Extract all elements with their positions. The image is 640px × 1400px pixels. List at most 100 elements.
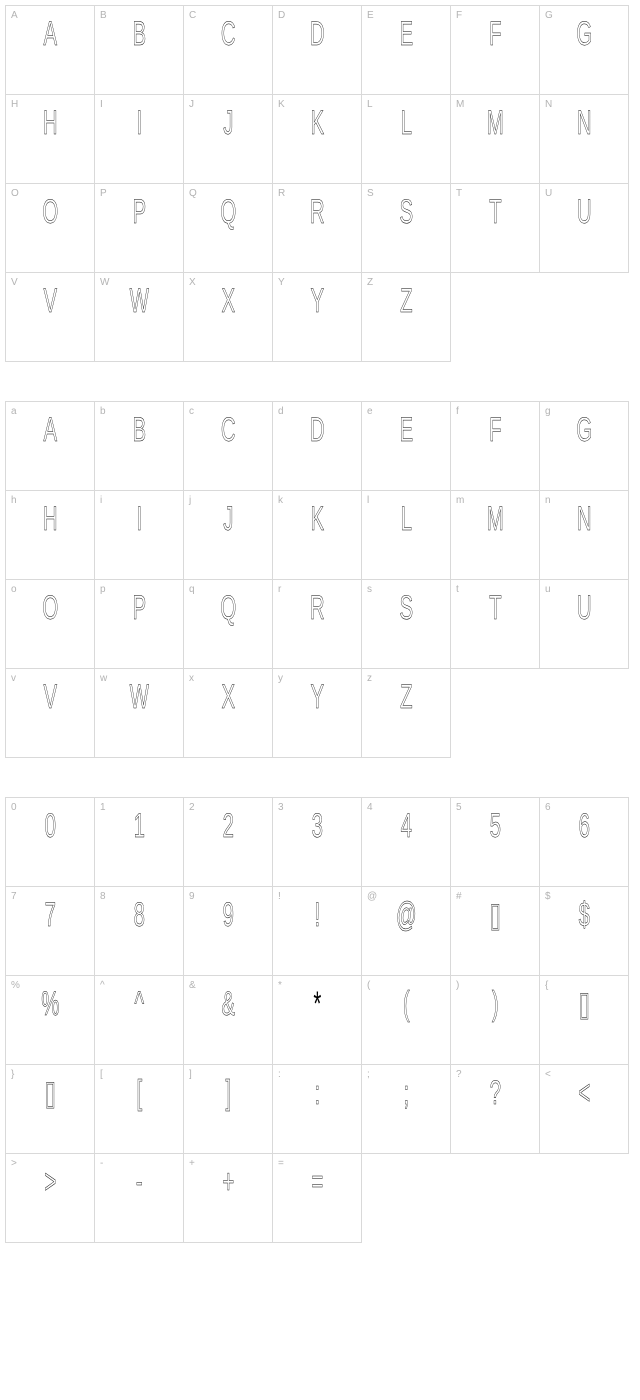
glyph-label: P <box>100 188 107 199</box>
glyph-label: p <box>100 584 106 595</box>
glyph-display: 8 <box>113 895 166 935</box>
glyph-display: 4 <box>380 806 433 846</box>
glyph-display: I <box>113 103 166 143</box>
glyph-label: i <box>100 495 102 506</box>
glyph-cell: == <box>272 1153 362 1243</box>
glyph-cell: bB <box>94 401 184 491</box>
glyph-cell: QQ <box>183 183 273 273</box>
glyph-cell: :: <box>272 1064 362 1154</box>
glyph-label: # <box>456 891 462 902</box>
glyph-label: q <box>189 584 195 595</box>
glyph-display: : <box>291 1073 344 1113</box>
glyph-display: A <box>24 410 77 450</box>
glyph-cell: $$ <box>539 886 629 976</box>
glyph-label: 9 <box>189 891 195 902</box>
glyph-label: N <box>545 99 552 110</box>
glyph-label: l <box>367 495 369 506</box>
glyph-cell: ** <box>272 975 362 1065</box>
glyph-display: R <box>291 588 344 628</box>
glyph-display: T <box>469 192 522 232</box>
glyph-cell: ++ <box>183 1153 273 1243</box>
glyph-cell: -- <box>94 1153 184 1243</box>
glyph-label: x <box>189 673 194 684</box>
glyph-label: X <box>189 277 196 288</box>
glyph-label: M <box>456 99 464 110</box>
glyph-label: U <box>545 188 552 199</box>
glyph-display: M <box>469 103 522 143</box>
glyph-label: J <box>189 99 194 110</box>
glyph-row: AABBCCDDEEFFGG <box>6 6 634 95</box>
glyph-display: F <box>469 410 522 450</box>
glyph-cell: 77 <box>5 886 95 976</box>
glyph-display: V <box>24 281 77 321</box>
glyph-label: ^ <box>100 980 105 991</box>
glyph-cell: SS <box>361 183 451 273</box>
glyph-cell: XX <box>183 272 273 362</box>
glyph-cell: #▯ <box>450 886 540 976</box>
glyph-cell: dD <box>272 401 362 491</box>
glyph-cell: aA <box>5 401 95 491</box>
glyph-label: y <box>278 673 283 684</box>
glyph-label: 3 <box>278 802 284 813</box>
glyph-label: > <box>11 1158 17 1169</box>
glyph-label: 5 <box>456 802 462 813</box>
glyph-display: E <box>380 410 433 450</box>
glyph-display: H <box>24 103 77 143</box>
glyph-cell: [[ <box>94 1064 184 1154</box>
glyph-cell: jJ <box>183 490 273 580</box>
glyph-display: * <box>291 984 344 1024</box>
glyph-cell: oO <box>5 579 95 669</box>
glyph-label: t <box>456 584 459 595</box>
glyph-display: B <box>113 410 166 450</box>
glyph-cell: ]] <box>183 1064 273 1154</box>
glyph-cell: vV <box>5 668 95 758</box>
glyph-cell: YY <box>272 272 362 362</box>
glyph-cell: >> <box>5 1153 95 1243</box>
glyph-display: 1 <box>113 806 166 846</box>
glyph-cell: iI <box>94 490 184 580</box>
glyph-cell: MM <box>450 94 540 184</box>
glyph-label: w <box>100 673 107 684</box>
glyph-cell: JJ <box>183 94 273 184</box>
glyph-display: N <box>558 499 611 539</box>
glyph-label: [ <box>100 1069 103 1080</box>
glyph-cell: pP <box>94 579 184 669</box>
glyph-label: < <box>545 1069 551 1080</box>
glyph-cell: HH <box>5 94 95 184</box>
glyph-display: M <box>469 499 522 539</box>
glyph-display: N <box>558 103 611 143</box>
glyph-cell: ^^ <box>94 975 184 1065</box>
glyph-cell: (( <box>361 975 451 1065</box>
glyph-label: + <box>189 1158 195 1169</box>
glyph-display: O <box>24 588 77 628</box>
glyph-cell: 99 <box>183 886 273 976</box>
glyph-label: ; <box>367 1069 370 1080</box>
glyph-cell: xX <box>183 668 273 758</box>
glyph-label: d <box>278 406 284 417</box>
glyph-cell: LL <box>361 94 451 184</box>
glyph-display: E <box>380 14 433 54</box>
glyph-cell: mM <box>450 490 540 580</box>
glyph-display: A <box>24 14 77 54</box>
glyph-display: K <box>291 103 344 143</box>
glyph-label: 4 <box>367 802 373 813</box>
glyph-display: - <box>113 1162 166 1202</box>
glyph-display: Z <box>380 281 433 321</box>
glyph-cell: qQ <box>183 579 273 669</box>
glyph-label: 7 <box>11 891 17 902</box>
glyph-label: ) <box>456 980 459 991</box>
glyph-display: Z <box>380 677 433 717</box>
glyph-cell: 00 <box>5 797 95 887</box>
glyph-label: z <box>367 673 372 684</box>
glyph-cell: sS <box>361 579 451 669</box>
glyph-cell: TT <box>450 183 540 273</box>
glyph-label: T <box>456 188 462 199</box>
glyph-display: F <box>469 14 522 54</box>
glyph-label: ] <box>189 1069 192 1080</box>
glyph-label: R <box>278 188 285 199</box>
glyph-display: H <box>24 499 77 539</box>
glyph-cell: wW <box>94 668 184 758</box>
glyph-display: % <box>24 984 77 1024</box>
glyph-display: + <box>202 1162 255 1202</box>
glyph-cell: tT <box>450 579 540 669</box>
